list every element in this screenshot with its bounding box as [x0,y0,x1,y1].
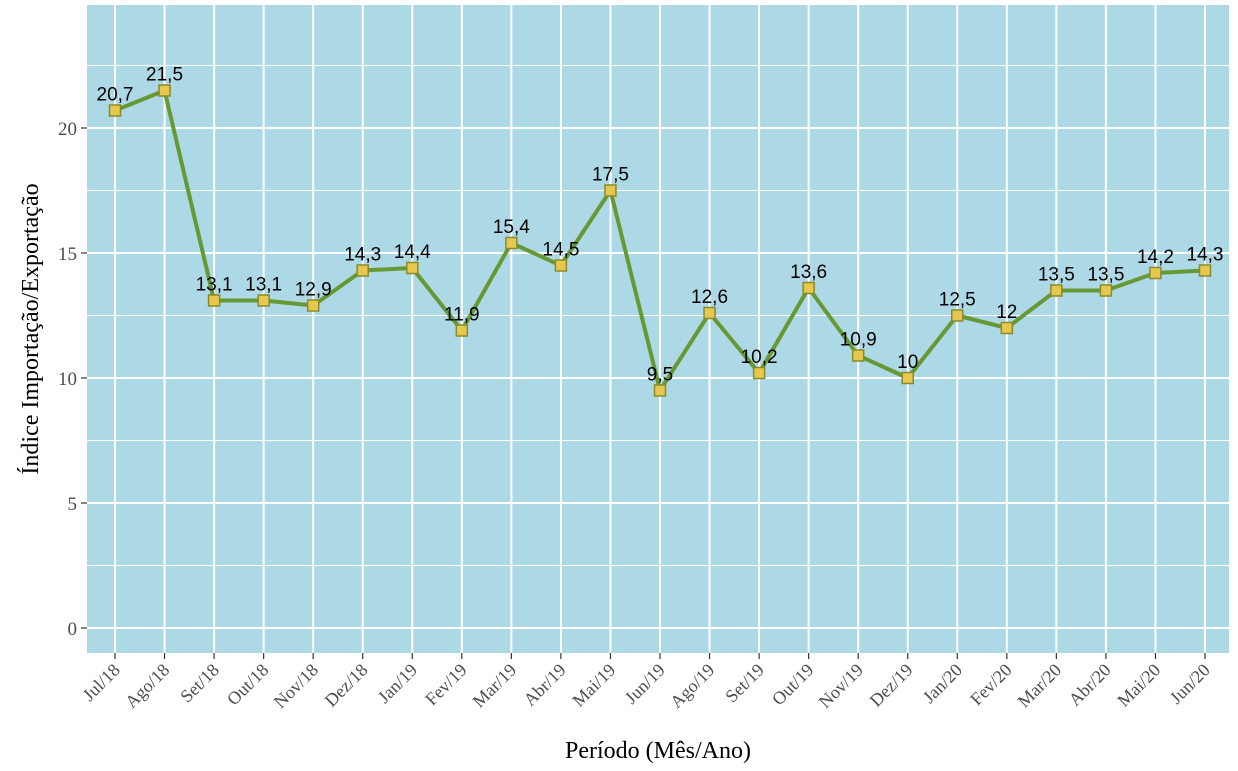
marker [851,349,865,362]
x-tick-label: Fev/20 [966,660,1016,710]
data-label: 15,4 [493,217,530,238]
data-label: 13,5 [1087,265,1124,286]
marker [1099,284,1113,297]
x-tick-label: Dez/18 [321,660,372,711]
data-label: 13,1 [196,275,233,296]
marker [207,294,221,307]
x-tick-label: Mar/20 [1014,660,1066,712]
marker [554,259,568,272]
y-axis-title: Índice Importação/Exportação [18,183,44,474]
x-tick-label: Jul/18 [79,660,124,705]
marker [653,384,667,397]
x-axis-title: Período (Mês/Ano) [565,738,751,764]
x-tick-label: Jun/19 [621,660,669,708]
x-tick-label: Jan/20 [919,660,966,707]
data-label: 20,7 [97,85,134,106]
data-label: 10,9 [840,330,877,351]
marker [1050,284,1063,297]
data-label: 10 [897,352,918,373]
data-label: 11,9 [444,305,480,326]
marker [802,281,815,295]
x-tick-label: Set/18 [176,660,223,707]
data-label: 12,5 [939,290,976,311]
plot-panel [87,5,1229,653]
x-tick-label: Nov/18 [270,660,322,712]
data-label: 14,5 [542,240,579,261]
data-label: 14,2 [1137,247,1174,268]
marker [901,371,914,385]
x-tick-label: Jun/20 [1166,660,1214,708]
marker [951,309,964,322]
x-tick-label: Fev/19 [421,660,471,710]
marker [604,184,617,197]
x-tick-label: Ago/19 [666,660,718,712]
y-tick-label: 15 [58,244,77,265]
x-tick-label: Mai/20 [1113,660,1164,711]
y-tick-label: 20 [58,119,77,140]
marker [257,294,270,307]
marker [505,236,518,250]
marker [356,264,369,277]
x-tick-label: Abr/19 [520,660,570,710]
data-label: 12,6 [691,287,728,308]
marker [752,366,766,380]
x-tick-label: Mai/19 [568,660,619,711]
x-tick-label: Out/19 [768,660,818,710]
data-label: 17,5 [592,165,629,186]
data-label: 9,5 [647,365,673,386]
x-tick-label: Dez/19 [866,660,917,711]
marker [306,299,320,312]
data-label: 13,5 [1038,265,1075,286]
marker [406,261,419,275]
x-tick-label: Mar/19 [469,660,521,712]
marker [1000,321,1014,335]
data-label: 14,4 [394,242,431,263]
data-label: 12 [996,302,1017,323]
data-label: 12,9 [295,280,332,301]
y-tick-label: 0 [68,619,78,640]
data-label: 14,3 [1187,245,1224,266]
marker [1198,264,1212,277]
marker [108,104,122,117]
x-tick-label: Abr/20 [1065,660,1115,710]
y-tick-label: 10 [58,369,77,390]
data-label: 21,5 [146,65,183,86]
data-label: 10,2 [741,347,778,368]
x-tick-label: Nov/19 [815,660,867,712]
data-label: 13,6 [790,262,827,283]
marker [703,306,716,320]
marker [455,324,469,337]
data-label: 14,3 [344,245,381,266]
marker [1149,266,1162,280]
y-tick-label: 5 [68,494,78,515]
data-label: 13,1 [245,275,282,296]
x-tick-label: Set/19 [721,660,768,707]
marker [158,84,171,97]
x-tick-label: Ago/18 [121,660,173,712]
x-tick-label: Out/18 [223,660,273,710]
x-tick-label: Jan/19 [374,660,421,707]
